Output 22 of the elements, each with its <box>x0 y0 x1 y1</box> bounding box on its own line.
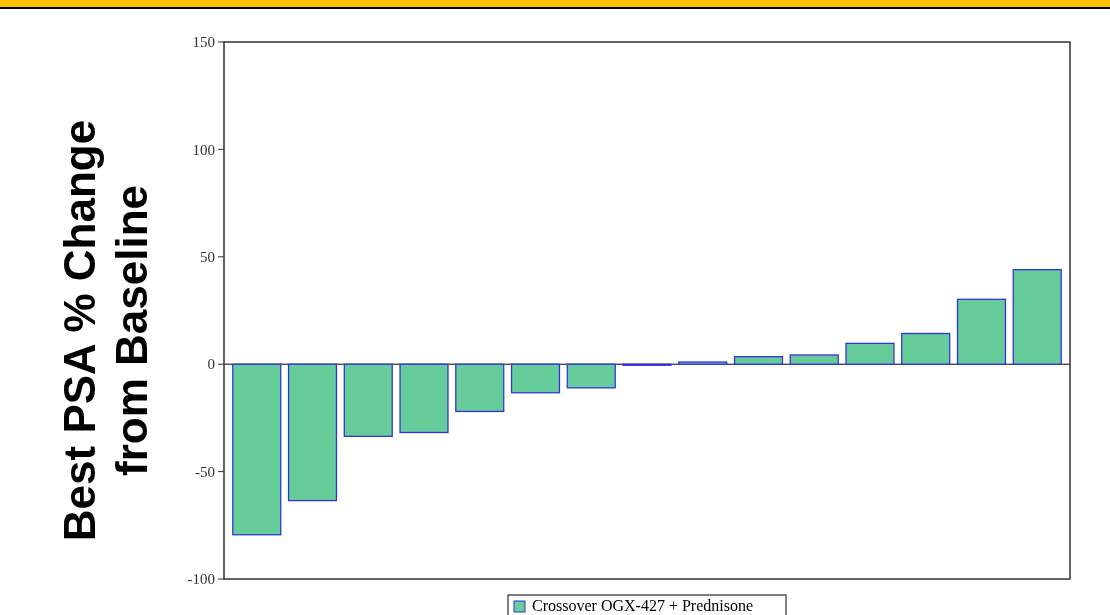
bar <box>399 363 449 434</box>
y-tick-label: -50 <box>195 463 215 480</box>
bar <box>510 363 561 394</box>
bar <box>1012 269 1062 365</box>
y-tick-label: 50 <box>200 249 215 266</box>
y-tick-label: 0 <box>207 356 215 373</box>
bar <box>678 361 728 365</box>
bar <box>733 356 784 365</box>
bar <box>455 363 505 413</box>
bar <box>956 298 1007 365</box>
bar <box>343 363 393 438</box>
y-tick-label: 150 <box>192 34 215 51</box>
bar <box>232 363 282 536</box>
bar <box>287 363 338 502</box>
legend-label: Crossover OGX-427 + Prednisone <box>532 597 753 614</box>
y-tick-label: 100 <box>192 141 215 158</box>
bar <box>901 332 951 365</box>
y-axis-title: Best PSA % Change from Baseline <box>55 119 156 542</box>
bar <box>789 354 839 365</box>
bar <box>845 342 895 365</box>
bar <box>566 363 616 389</box>
y-tick-label: -100 <box>187 571 215 588</box>
